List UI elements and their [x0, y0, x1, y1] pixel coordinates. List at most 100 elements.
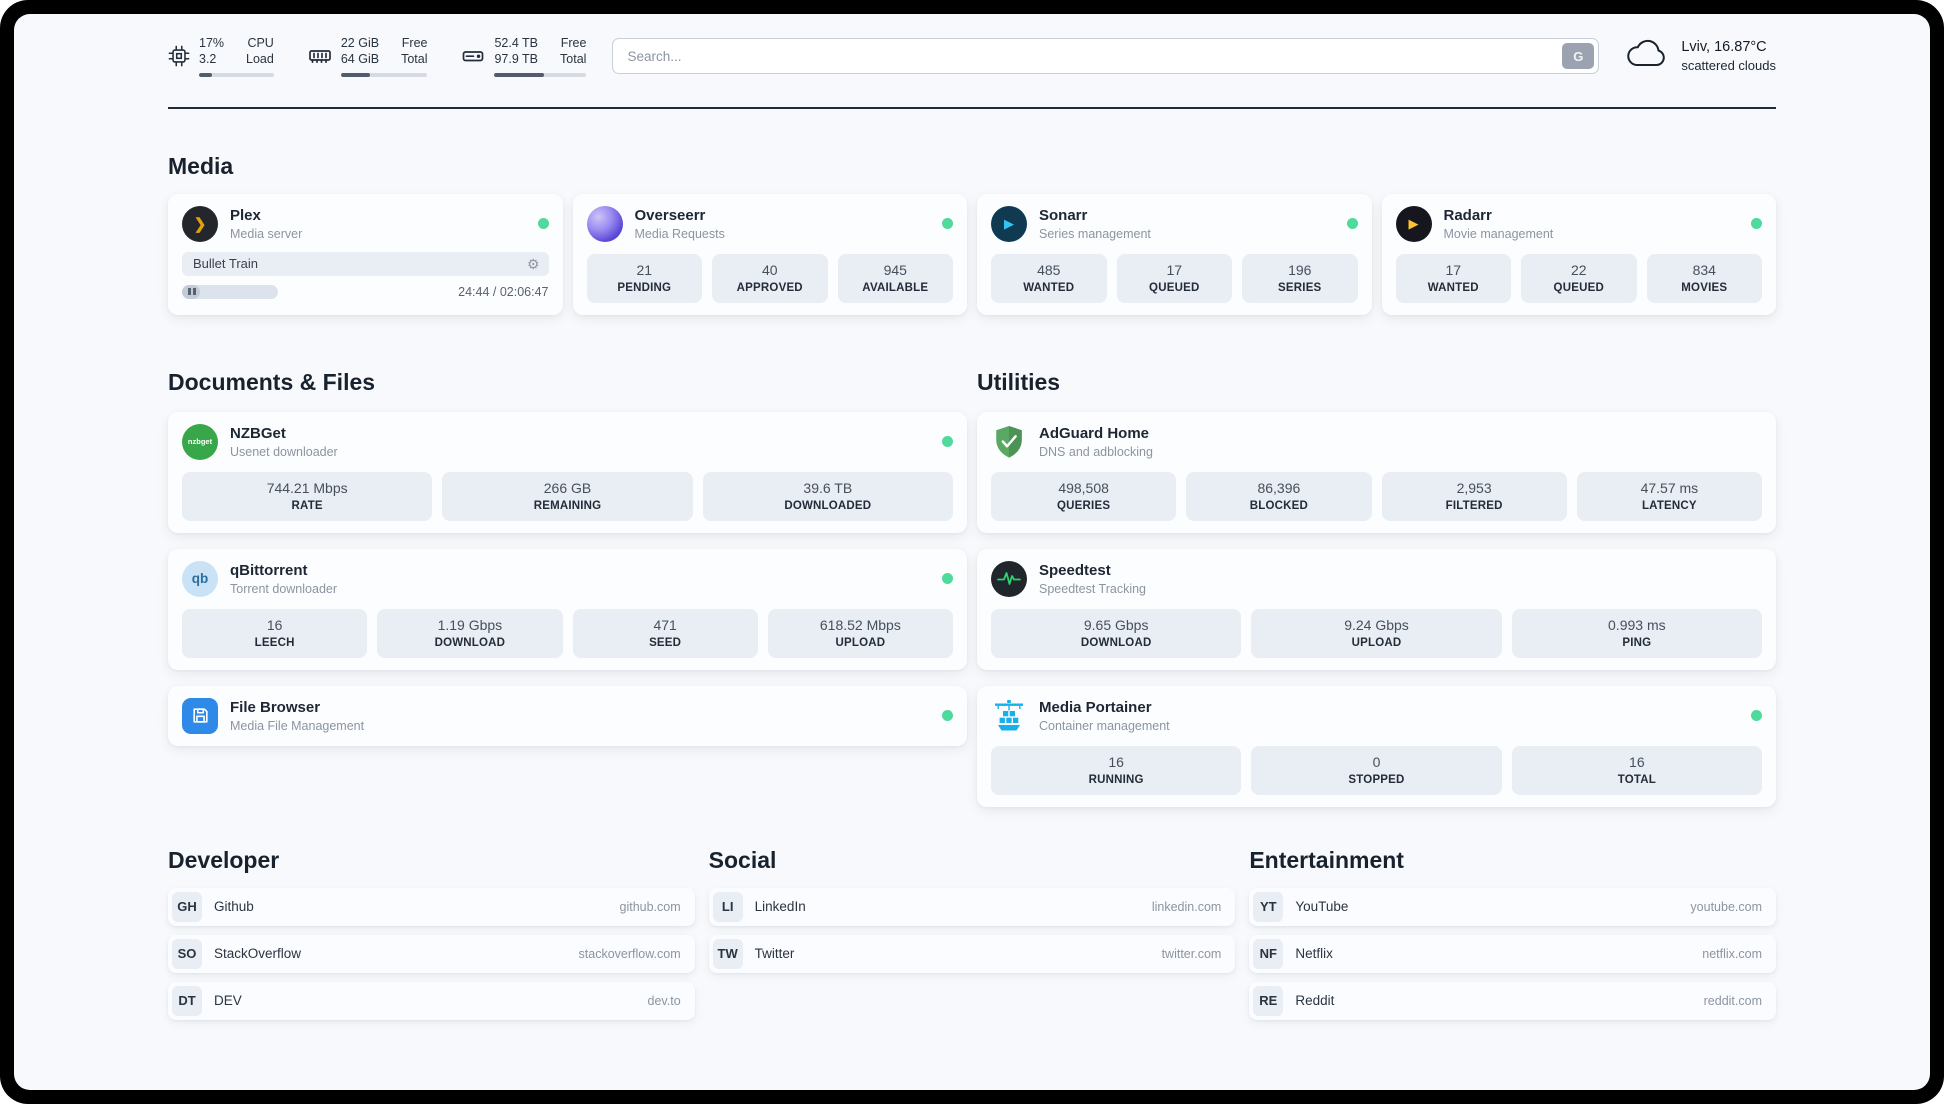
service-card-overseerr[interactable]: Overseerr Media Requests 21 PENDING 40 A… [572, 193, 967, 315]
bookmark-youtube[interactable]: YT YouTube youtube.com [1249, 887, 1776, 926]
pause-icon[interactable] [188, 288, 196, 296]
stat-box: 39.6 TB DOWNLOADED [702, 471, 953, 521]
bookmark-badge: DT [172, 985, 202, 1016]
qbittorrent-icon: qb [182, 560, 218, 597]
documents-column: Documents & Files nzbget NZBGet Usenet d… [168, 369, 967, 807]
stat-label: QUEUED [1553, 281, 1604, 294]
stat-label: SEED [649, 636, 682, 649]
stat-value: 744.21 Mbps [266, 479, 348, 496]
service-card-sonarr[interactable]: ▶ Sonarr Series management 485 WANTED 17… [977, 193, 1372, 315]
service-card-portainer[interactable]: Media Portainer Container management 16 … [977, 685, 1776, 807]
service-text: qBittorrent Torrent downloader [230, 562, 337, 596]
stat-label: DOWNLOADED [784, 499, 872, 512]
bookmarks-developer: Developer GH Github github.com SO StackO… [168, 847, 695, 1029]
status-dot [1346, 218, 1358, 230]
service-card-speedtest[interactable]: Speedtest Speedtest Tracking 9.65 Gbps D… [977, 548, 1776, 670]
stat-box: 40 APPROVED [712, 253, 828, 303]
service-subtitle: Speedtest Tracking [1039, 581, 1147, 596]
now-playing-title: Bullet Train [193, 256, 259, 272]
status-dot [942, 710, 953, 722]
stat-box: 498,508 QUERIES [991, 471, 1177, 521]
bookmark-twitter[interactable]: TW Twitter twitter.com [708, 934, 1236, 973]
stat-value: 17 [1166, 261, 1183, 278]
bookmark-dev[interactable]: DT DEV dev.to [168, 981, 695, 1020]
stat-box: 22 QUEUED [1521, 253, 1637, 303]
service-card-plex[interactable]: ❯ Plex Media server Bullet Train ⚙ 24:44… [168, 193, 563, 315]
status-dot [1751, 218, 1762, 230]
status-dot [942, 436, 953, 448]
card-header: Speedtest Speedtest Tracking [991, 560, 1762, 597]
service-subtitle: Movie management [1443, 226, 1554, 241]
bookmark-linkedin[interactable]: LI LinkedIn linkedin.com [708, 887, 1236, 926]
service-subtitle: Usenet downloader [230, 444, 338, 459]
sonarr-icon: ▶ [991, 205, 1027, 242]
ram-label-top: Free [401, 36, 428, 50]
stat-box: 9.65 Gbps DOWNLOAD [991, 608, 1242, 658]
service-card-adguard[interactable]: AdGuard Home DNS and adblocking 498,508 … [977, 411, 1776, 533]
stats-row: 17 WANTED 22 QUEUED 834 MOVIES [1395, 253, 1762, 303]
stat-box: 485 WANTED [991, 253, 1107, 303]
service-subtitle: Series management [1039, 226, 1151, 241]
service-card-qbittorrent[interactable]: qb qBittorrent Torrent downloader 16 LEE… [168, 548, 967, 670]
stat-label: RATE [291, 499, 323, 512]
stat-value: 1.19 Gbps [437, 616, 503, 633]
service-subtitle: Media Requests [634, 226, 725, 241]
card-header: Overseerr Media Requests [586, 205, 953, 242]
stat-label: APPROVED [736, 281, 803, 294]
section-title-entertainment: Entertainment [1249, 846, 1404, 873]
stat-label: DOWNLOAD [1080, 636, 1152, 649]
cpu-percent: 17% [199, 36, 225, 50]
disk-readout: 52.4 TB Free 97.9 TB Total [494, 36, 587, 77]
bookmark-name: DEV [214, 993, 242, 1009]
section-title-developer: Developer [168, 846, 280, 873]
disk-progressbar [494, 72, 587, 77]
card-header: ▶ Sonarr Series management [991, 205, 1358, 242]
service-subtitle: Container management [1039, 718, 1170, 733]
portainer-crane-icon [991, 698, 1027, 734]
service-name: Plex [230, 206, 261, 224]
service-text: AdGuard Home DNS and adblocking [1039, 425, 1153, 459]
service-subtitle: Torrent downloader [230, 581, 338, 596]
system-monitors: 17% CPU 3.2 Load [168, 36, 587, 77]
stat-box: 86,396 BLOCKED [1186, 471, 1372, 521]
stat-label: WANTED [1023, 281, 1075, 294]
service-subtitle: Media File Management [230, 718, 365, 733]
search-input[interactable] [612, 38, 1600, 75]
ram-label-bottom: Total [401, 52, 428, 67]
search-provider-button[interactable]: G [1562, 43, 1595, 70]
service-card-radarr[interactable]: ▶ Radarr Movie management 17 WANTED 22 Q… [1381, 193, 1776, 315]
stat-value: 17 [1445, 261, 1462, 278]
utilities-stack: AdGuard Home DNS and adblocking 498,508 … [977, 411, 1776, 807]
stat-value: 16 [266, 616, 283, 633]
bookmark-url: netflix.com [1702, 946, 1762, 961]
bookmark-reddit[interactable]: RE Reddit reddit.com [1249, 981, 1776, 1020]
player-row: 24:44 / 02:06:47 [182, 284, 549, 299]
filebrowser-icon [182, 697, 218, 734]
status-dot [537, 218, 549, 230]
bookmark-badge: GH [172, 891, 202, 922]
now-playing-bar: Bullet Train ⚙ [182, 251, 549, 276]
service-card-filebrowser[interactable]: File Browser Media File Management [168, 685, 967, 746]
gear-icon[interactable]: ⚙ [526, 255, 540, 272]
bookmark-github[interactable]: GH Github github.com [168, 887, 695, 926]
middle-columns: Documents & Files nzbget NZBGet Usenet d… [168, 369, 1776, 807]
bookmark-url: youtube.com [1690, 899, 1762, 914]
stat-label: QUEUED [1149, 281, 1200, 294]
bookmark-netflix[interactable]: NF Netflix netflix.com [1249, 934, 1776, 973]
weather-text: Lviv, 16.87°C scattered clouds [1681, 39, 1776, 73]
service-text: Speedtest Speedtest Tracking [1039, 562, 1146, 596]
service-name: AdGuard Home [1039, 424, 1150, 442]
cpu-progressbar [199, 72, 274, 77]
stat-label: STOPPED [1348, 773, 1405, 786]
stats-row: 485 WANTED 17 QUEUED 196 SERIES [991, 253, 1358, 303]
stat-label: MOVIES [1681, 281, 1728, 294]
stat-label: SERIES [1278, 281, 1322, 294]
overseerr-icon [586, 205, 623, 242]
service-subtitle: DNS and adblocking [1039, 444, 1153, 459]
stat-value: 196 [1288, 261, 1312, 278]
service-card-nzbget[interactable]: nzbget NZBGet Usenet downloader 744.21 M… [168, 411, 967, 533]
bookmark-stackoverflow[interactable]: SO StackOverflow stackoverflow.com [168, 934, 695, 973]
disk-free-value: 52.4 TB [494, 36, 539, 50]
media-grid: ❯ Plex Media server Bullet Train ⚙ 24:44… [168, 193, 1776, 315]
